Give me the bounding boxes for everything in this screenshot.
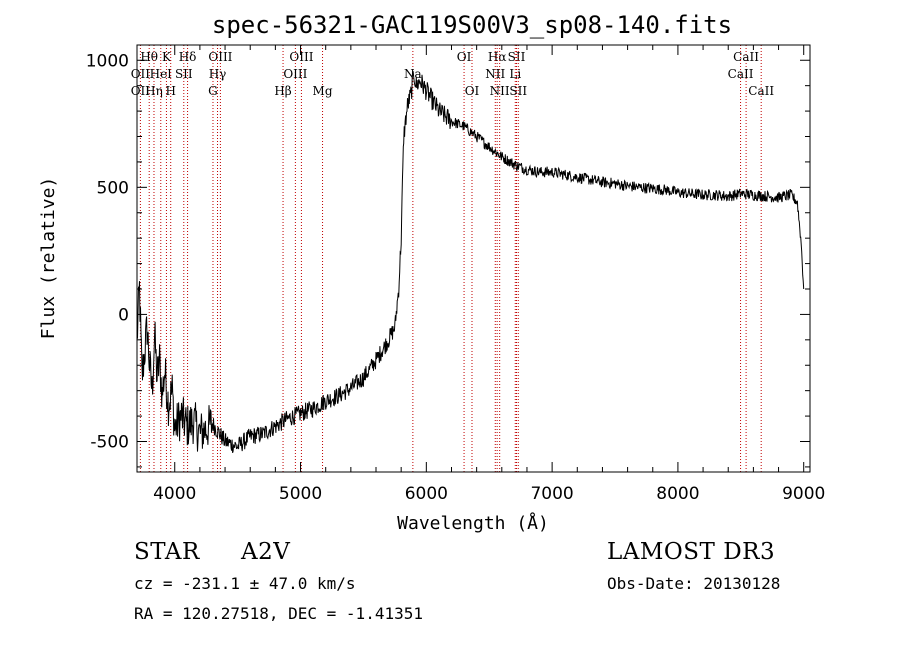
spectral-line-label: OIII [283, 67, 307, 81]
spectral-line-label: OI [457, 50, 472, 64]
observation-date: Obs-Date: 20130128 [607, 574, 781, 593]
spectral-line-label: Hθ [140, 50, 158, 64]
y-axis: -500 0 500 1000 [86, 51, 810, 468]
spectral-line-label: Hη [145, 84, 163, 98]
spectral-line-label: CaII [748, 84, 774, 98]
x-tick-label: 9000 [782, 484, 825, 504]
spectral-line-label: Hδ [179, 50, 197, 64]
spectral-line-label: Hβ [274, 84, 291, 98]
spectral-line-label: SII [509, 84, 527, 98]
spectral-line-label: HeI [150, 67, 173, 81]
x-axis-label: Wavelength (Å) [397, 512, 549, 534]
spectral-line-label: K [162, 50, 172, 64]
chart-title: spec-56321-GAC119S00V3_sp08-140.fits [212, 11, 732, 39]
spectrum-series [136, 69, 805, 454]
x-tick-label: 5000 [279, 484, 322, 504]
y-tick-label: -500 [90, 433, 129, 453]
spectral-line-label: OIII [208, 50, 232, 64]
spectral-line-label: SII [508, 50, 526, 64]
spectral-line-label: OII [131, 67, 151, 81]
spectral-line-label: Hγ [209, 67, 227, 81]
spectrum-line [136, 69, 805, 454]
spectral-line-label: Hα [488, 50, 507, 64]
plot-frame [136, 44, 811, 473]
x-tick-label: 7000 [530, 484, 573, 504]
coordinates: RA = 120.27518, DEC = -1.41351 [134, 604, 423, 623]
x-tick-label: 4000 [153, 484, 196, 504]
x-axis: 4000 5000 6000 7000 8000 9000 [153, 45, 825, 504]
spectral-line-label: OI [465, 84, 480, 98]
spectral-line-label: NII [490, 84, 510, 98]
spectral-line-label: Mg [313, 84, 333, 98]
object-subclass: A2V [241, 539, 291, 565]
spectral-line-label: G [208, 84, 218, 98]
spectral-line-label: CaII [733, 50, 759, 64]
spectral-line-label: Li [509, 67, 521, 81]
redshift-cz: cz = -231.1 ± 47.0 km/s [134, 574, 356, 593]
spectral-line-label: CaII [728, 67, 754, 81]
spectral-line-label: SII [175, 67, 193, 81]
spectral-line-label: H [165, 84, 175, 98]
x-tick-label: 8000 [656, 484, 699, 504]
y-axis-label: Flux (relative) [38, 177, 59, 340]
spectral-line-label: OIII [289, 50, 313, 64]
spectral-line-label: NII [485, 67, 505, 81]
spectral-line-label: OII [131, 84, 151, 98]
y-tick-label: 1000 [86, 51, 129, 71]
survey-name: LAMOST DR3 [607, 539, 776, 565]
y-tick-label: 0 [118, 305, 129, 325]
object-class: STAR [134, 539, 200, 565]
x-tick-label: 6000 [405, 484, 448, 504]
y-tick-label: 500 [97, 178, 129, 198]
spectrum-chart: spec-56321-GAC119S00V3_sp08-140.fits Hθ H… [38, 11, 825, 534]
